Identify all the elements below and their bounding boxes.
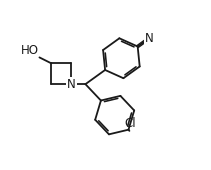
Text: N: N [67,78,76,91]
Text: HO: HO [21,44,39,57]
Text: N: N [144,32,153,45]
Text: Cl: Cl [124,117,136,130]
